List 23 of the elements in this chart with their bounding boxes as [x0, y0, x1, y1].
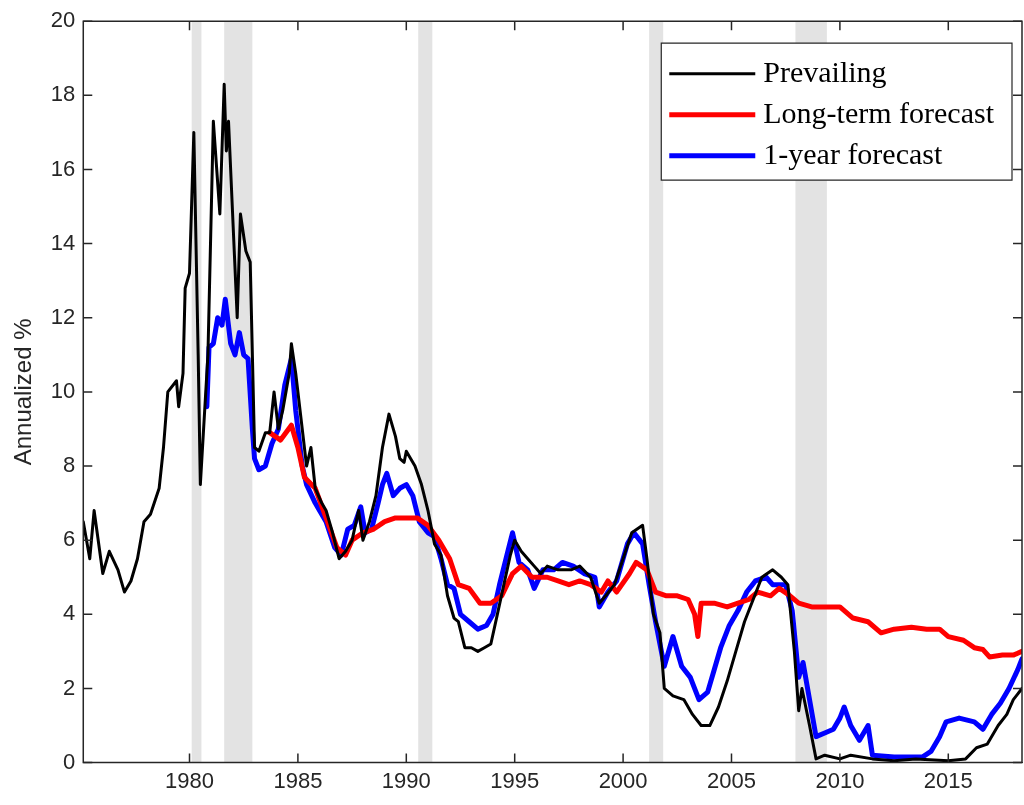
- x-tick-label: 2010: [815, 767, 865, 793]
- y-tick-label: 18: [50, 81, 76, 107]
- x-tick-label: 2015: [923, 767, 973, 793]
- x-tick-label: 2000: [598, 767, 648, 793]
- x-tick-label: 1980: [165, 767, 214, 793]
- y-tick-label: 2: [63, 674, 76, 700]
- legend-label: Prevailing: [763, 54, 887, 88]
- x-tick-label: 1995: [490, 767, 540, 793]
- y-tick-label: 16: [50, 155, 76, 181]
- x-tick-label: 1990: [381, 767, 431, 793]
- y-tick-label: 10: [50, 377, 76, 403]
- y-tick-label: 20: [50, 7, 76, 33]
- y-tick-label: 6: [63, 526, 76, 552]
- y-tick-label: 12: [50, 303, 76, 329]
- y-tick-label: 8: [63, 452, 76, 478]
- x-tick-label: 2005: [707, 767, 756, 793]
- y-tick-label: 0: [63, 748, 76, 774]
- y-axis-title: Annualized %: [9, 318, 37, 466]
- y-tick-label: 14: [50, 229, 76, 255]
- x-tick-label: 1985: [273, 767, 323, 793]
- legend-label: Long-term forecast: [763, 95, 995, 129]
- legend-label: 1-year forecast: [763, 136, 943, 170]
- y-tick-label: 4: [63, 600, 76, 626]
